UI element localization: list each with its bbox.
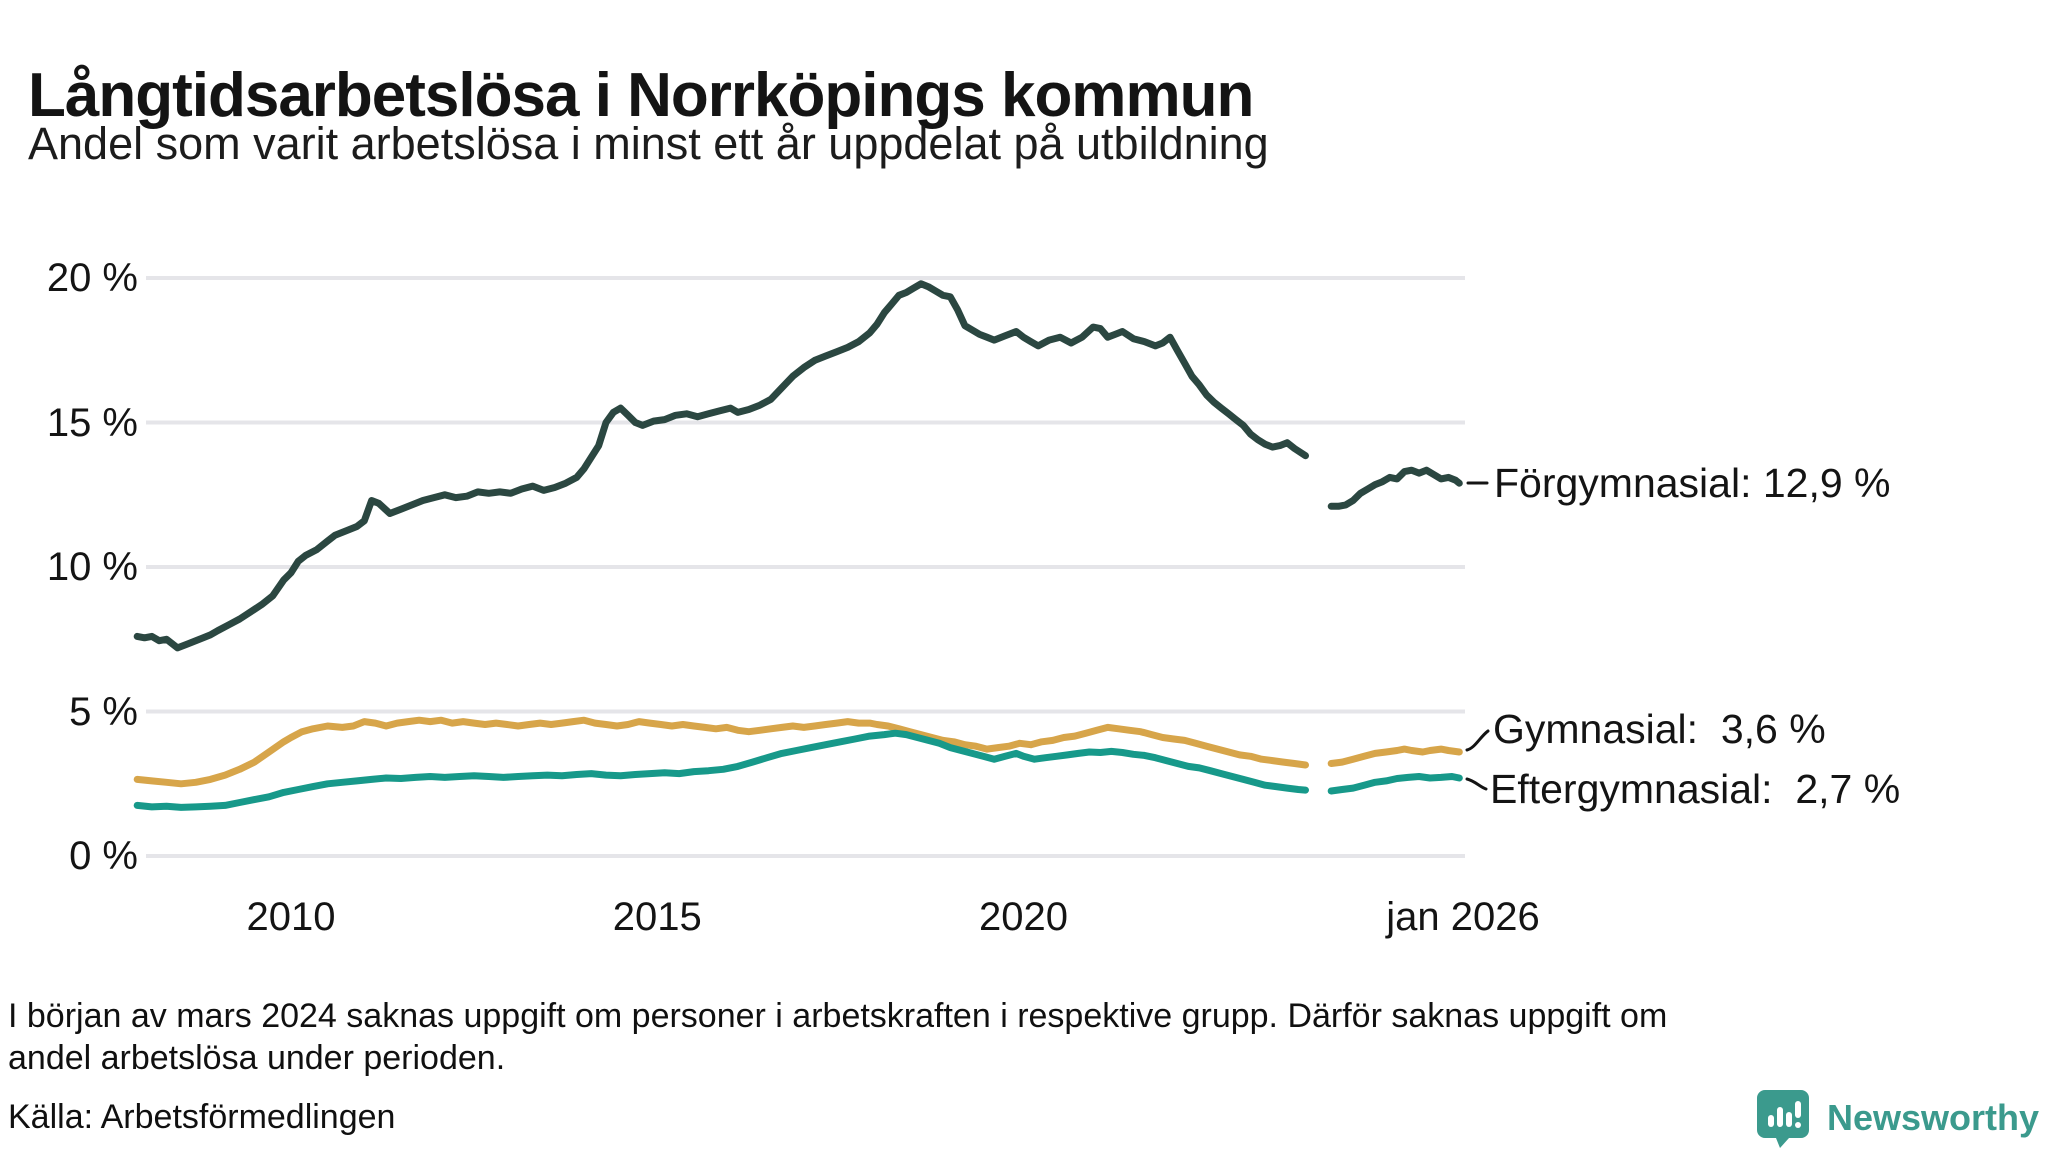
newsworthy-logo: Newsworthy — [1755, 1088, 2039, 1148]
page-title: Långtidsarbetslösa i Norrköpings kommun — [28, 60, 1254, 130]
source-text: Källa: Arbetsförmedlingen — [8, 1098, 396, 1136]
newsworthy-logo-icon — [1757, 1090, 1809, 1148]
x-tick-label-jan-2026: jan 2026 — [1386, 895, 1540, 939]
y-tick-label-15: 15 % — [46, 400, 138, 445]
line-label-eftergymnasial: Eftergymnasial: 2,7 % — [1490, 766, 1901, 812]
page-subtitle: Andel som varit arbetslösa i minst ett å… — [28, 118, 1269, 169]
series-line-2-frgymnasial — [133, 280, 1463, 652]
x-tick-label-2010: 2010 — [246, 895, 336, 939]
series-line-0-gymnasial — [133, 716, 1463, 788]
connector-gymnasial — [1465, 729, 1490, 752]
x-tick-label-2015: 2015 — [612, 895, 702, 939]
footnote-line-1: I början av mars 2024 saknas uppgift om … — [8, 997, 1668, 1035]
y-tick-label-10: 10 % — [46, 545, 138, 589]
connector-eftergymnasial — [1465, 777, 1488, 791]
newsworthy-logo-text: Newsworthy — [1827, 1097, 2040, 1138]
series-line-1-eftergymnasial — [133, 729, 1463, 811]
footnote-line-2: andel arbetslösa under perioden. — [8, 1039, 506, 1077]
line-label-forgymnasial: Förgymnasial: 12,9 % — [1494, 460, 1891, 506]
x-tick-label-2020: 2020 — [979, 895, 1068, 939]
y-tick-label-5: 5 % — [69, 689, 138, 734]
y-tick-label-20: 20 % — [46, 256, 138, 300]
line-label-gymnasial: Gymnasial: 3,6 % — [1493, 706, 1826, 752]
y-tick-label-0: 0 % — [69, 834, 138, 878]
footnote: I början av mars 2024 saknas uppgift om … — [8, 995, 1998, 1079]
